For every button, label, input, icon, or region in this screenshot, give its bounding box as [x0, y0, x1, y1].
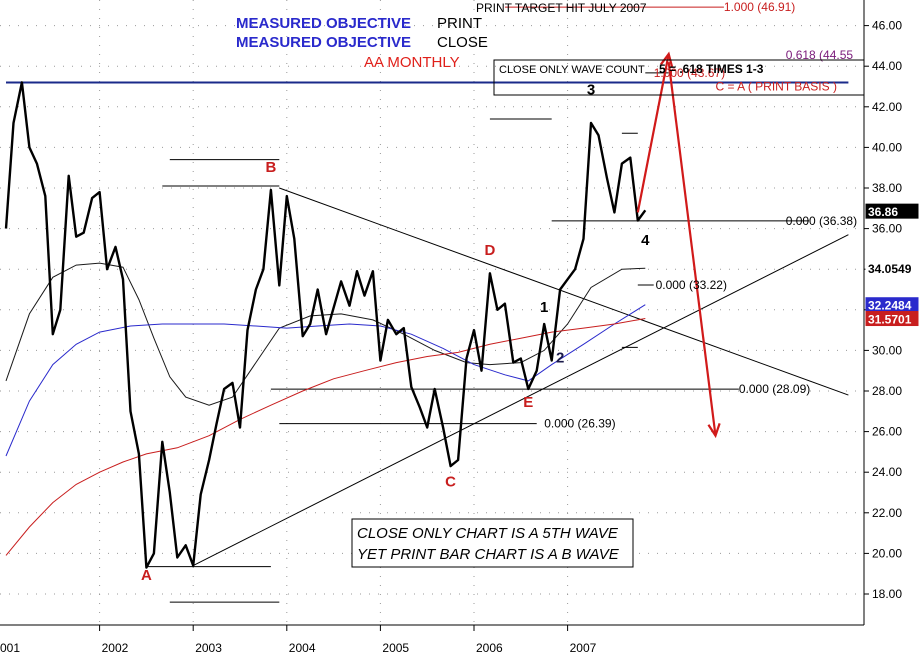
level-label: 0.000 (33.22) [656, 278, 727, 292]
y-tick-label: 44.00 [872, 59, 902, 73]
x-tick-label: 2002 [102, 641, 129, 655]
measured-objective-close-label: MEASURED OBJECTIVE [236, 34, 411, 51]
y-tick-label: 36.00 [872, 222, 902, 236]
projection-arrowhead-2 [707, 422, 721, 439]
last-value-badge-text: 34.0549 [868, 262, 912, 276]
note-box [351, 518, 634, 568]
x-tick-label: 2004 [289, 641, 316, 655]
x-tick-label: 2005 [382, 641, 409, 655]
wave-label-4: 4 [641, 232, 650, 249]
wave-count-box [493, 59, 865, 96]
measured-objective-print-type: PRINT [437, 15, 482, 32]
wave-label-3: 3 [587, 82, 595, 99]
moving-average-3 [5, 318, 646, 556]
y-tick-label: 24.00 [872, 465, 902, 479]
y-tick-label: 26.00 [872, 425, 902, 439]
note-line-2: YET PRINT BAR CHART IS A B WAVE [357, 546, 620, 563]
wave-label-C: C [445, 473, 456, 490]
wave-label-D: D [484, 242, 495, 259]
x-tick-edge: 001 [0, 641, 20, 655]
wave-label-B: B [265, 159, 276, 176]
trendlines [192, 187, 849, 567]
level-label: 0.000 (26.39) [544, 417, 615, 431]
last-value-badge-text: 32.2484 [868, 299, 912, 313]
y-tick-label: 28.00 [872, 384, 902, 398]
y-tick-label: 46.00 [872, 19, 902, 33]
measured-objective-print-label: MEASURED OBJECTIVE [236, 15, 411, 32]
level-label: 0.000 (36.38) [786, 214, 857, 228]
level-label: 1.000 (43.67) [654, 66, 725, 80]
grid [0, 0, 864, 625]
note-line-1: CLOSE ONLY CHART IS A 5TH WAVE [357, 525, 619, 542]
last-value-badge-text: 36.86 [868, 205, 898, 219]
wave-count-formula: 5 = .618 TIMES 1-3 [659, 62, 764, 76]
lower-triangle-line [192, 234, 849, 567]
x-tick-label: 2007 [570, 641, 597, 655]
projection-arrows [636, 51, 721, 439]
x-axis-ticks: 2002 2003 2004 2005 2006 2007 [99, 625, 597, 655]
projection-arrow-2 [667, 62, 717, 436]
y-tick-label: 20.00 [872, 546, 902, 560]
moving-average-2 [5, 304, 646, 457]
y-tick-label: 30.00 [872, 343, 902, 357]
x-tick-label: 2006 [476, 641, 503, 655]
wave-count-label: CLOSE ONLY WAVE COUNT [499, 64, 645, 76]
last-value-badge [865, 311, 919, 327]
level-label: 1.000 (46.91) [724, 0, 795, 14]
wave-labels: A B C D E 1 2 3 4 [141, 82, 650, 584]
upper-triangle-line [279, 187, 849, 396]
y-tick-label: 38.00 [872, 181, 902, 195]
horizontal-levels [6, 6, 849, 603]
projection-arrow-1 [636, 53, 670, 213]
y-tick-label: 22.00 [872, 506, 902, 520]
y-tick-label: 40.00 [872, 140, 902, 154]
y-tick-label: 18.00 [872, 587, 902, 601]
last-value-badge [865, 203, 919, 219]
level-labels: 0.000 (36.38) 0.000 (33.22) 0.000 (28.09) 0… [544, 0, 857, 431]
last-value-badge-text: 31.5701 [868, 313, 912, 327]
level-label: C = A ( PRINT BASIS ) [715, 80, 836, 94]
level-label: 0.000 (28.09) [739, 382, 810, 396]
projection-arrowhead-1 [660, 51, 674, 67]
x-tick-label: 2003 [195, 641, 222, 655]
y-axis-ticks: 18.0020.0022.0024.0026.0028.0030.0032.00… [864, 19, 902, 601]
wave-label-A: A [141, 567, 152, 584]
price-series [4, 81, 647, 569]
wave-label-E: E [523, 394, 533, 411]
print-target-annotation: PRINT TARGET HIT JULY 2007 [476, 1, 647, 15]
price-close-line [4, 81, 647, 569]
y-tick-label: 42.00 [872, 100, 902, 114]
level-label: 0.618 (44.55 [786, 48, 854, 62]
measured-objective-close-type: CLOSE [437, 34, 488, 51]
wave-label-1: 1 [540, 299, 548, 316]
last-value-badge [865, 260, 919, 276]
wave-label-2: 2 [556, 350, 564, 367]
chart-subtitle: AA MONTHLY [364, 54, 460, 71]
